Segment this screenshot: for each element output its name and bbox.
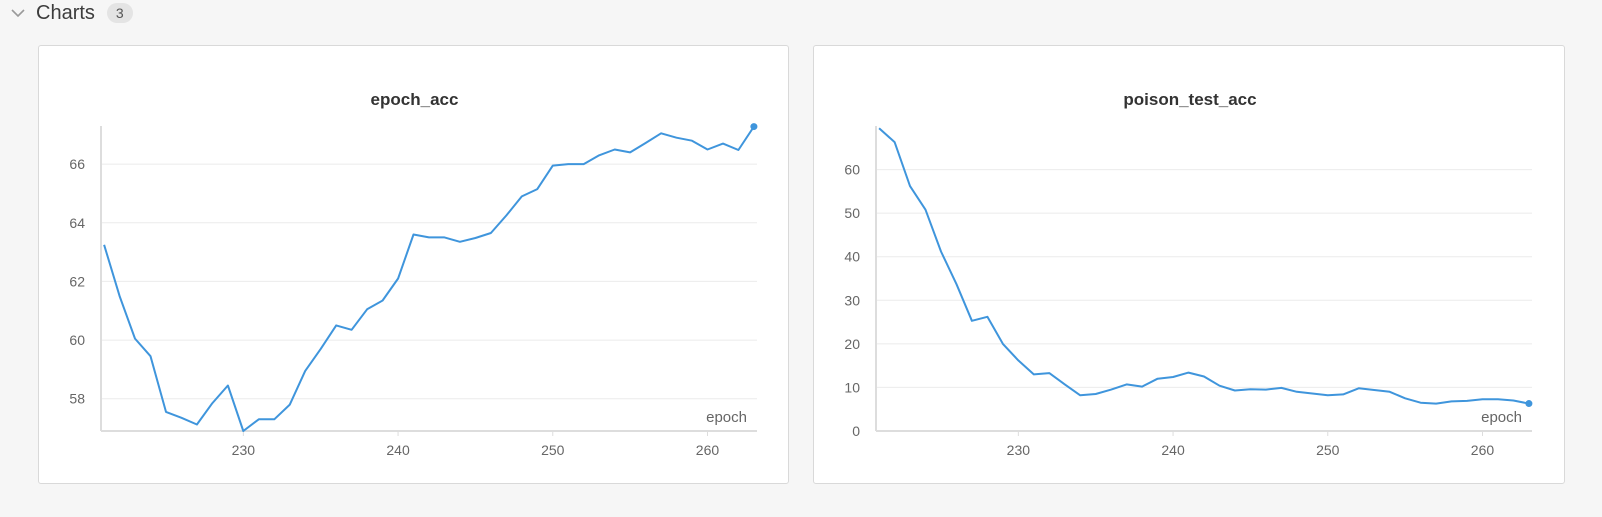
series-line-epoch-acc [103, 126, 755, 432]
y-tick-label: 60 [69, 332, 85, 348]
y-tick-label: 62 [69, 273, 85, 289]
chart-title: epoch_acc [371, 90, 459, 109]
x-tick-label: 250 [541, 442, 565, 458]
y-tick-label: 64 [69, 215, 85, 231]
last-point-marker [750, 123, 758, 131]
x-tick-label: 240 [386, 442, 410, 458]
y-tick-label: 66 [69, 156, 85, 172]
y-tick-label: 58 [69, 391, 85, 407]
x-axis-label: epoch [1481, 409, 1522, 426]
y-tick-label: 60 [844, 162, 860, 178]
y-tick-label: 10 [844, 379, 860, 395]
x-tick-label: 260 [1471, 442, 1495, 458]
x-axis-label: epoch [706, 409, 747, 426]
x-tick-label: 240 [1161, 442, 1185, 458]
y-tick-label: 50 [844, 205, 860, 221]
epoch-acc-chart: epoch_acc 58 60 62 64 66 230 240 250 260 epoch [69, 90, 758, 458]
last-point-marker [1525, 400, 1533, 408]
poison-test-acc-chart: poison_test_acc 0 10 20 30 40 50 60 230 240 250 260… [844, 90, 1533, 458]
y-tick-label: 30 [844, 292, 860, 308]
chart-panel-poison-test-acc[interactable]: poison_test_acc 0 10 20 30 40 50 60 230 240 250 260… [813, 45, 1565, 484]
y-tick-label: 0 [852, 423, 860, 439]
x-tick-label: 260 [696, 442, 720, 458]
series-line-poison-test-acc [878, 127, 1530, 405]
chart-count-badge: 3 [106, 3, 133, 23]
x-tick-label: 250 [1316, 442, 1340, 458]
chevron-down-icon[interactable] [10, 5, 26, 21]
y-tick-label: 40 [844, 249, 860, 265]
x-tick-label: 230 [232, 442, 256, 458]
charts-section-header[interactable]: Charts 3 [10, 0, 133, 26]
chart-panel-epoch-acc[interactable]: epoch_acc 58 60 62 64 66 230 240 250 260 epoch [38, 45, 789, 484]
section-title: Charts [36, 1, 95, 24]
chart-title: poison_test_acc [1123, 90, 1256, 109]
y-tick-label: 20 [844, 336, 860, 352]
x-tick-label: 230 [1007, 442, 1031, 458]
